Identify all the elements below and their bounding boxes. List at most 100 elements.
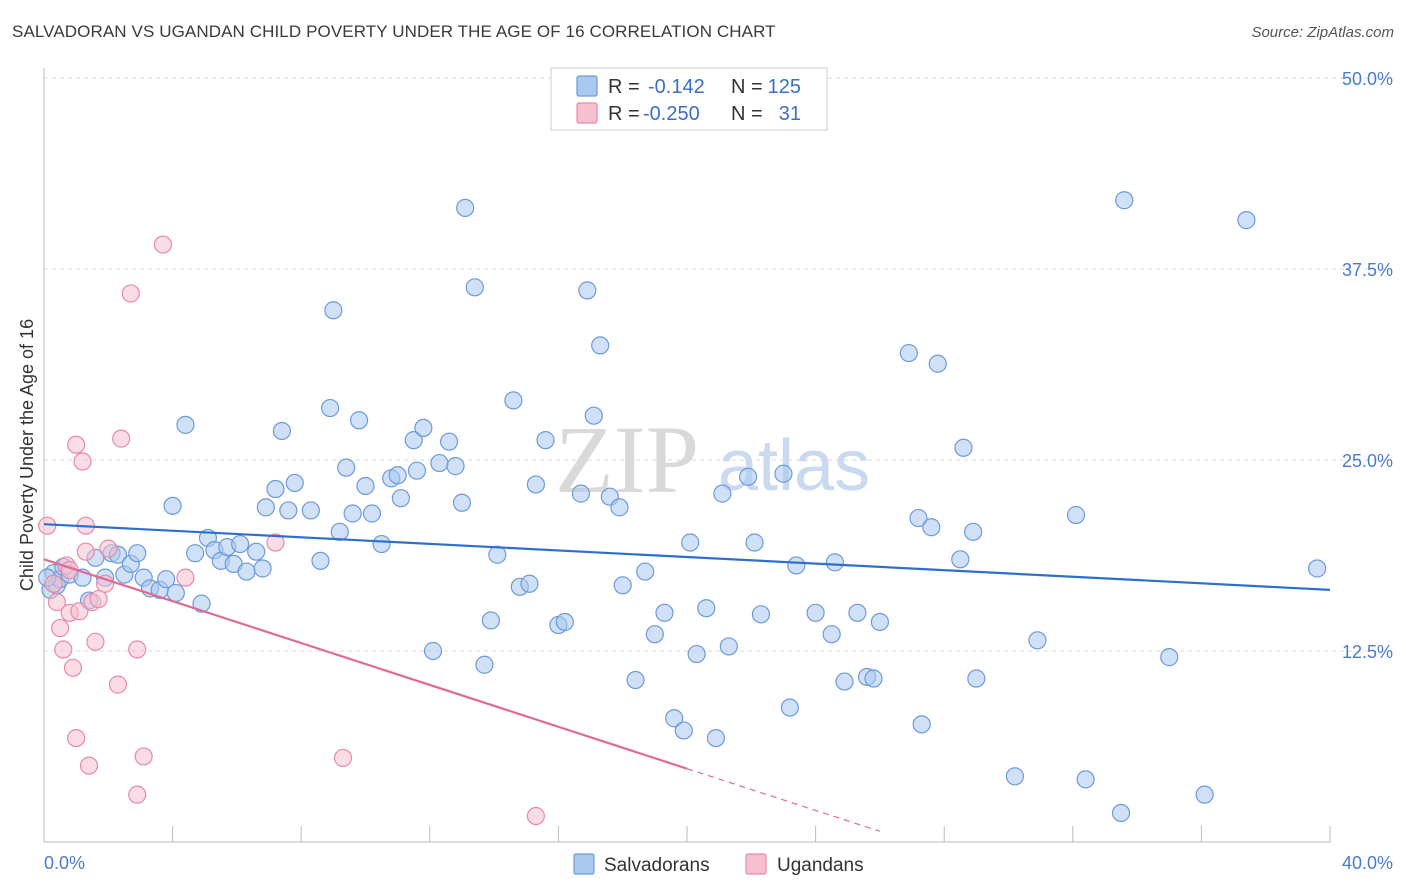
y-axis-title: Child Poverty Under the Age of 16 (17, 319, 37, 591)
legend-r-label-2: R = (608, 103, 640, 125)
ugandans-point (50, 618, 70, 638)
salvadorans-point (520, 574, 539, 593)
salvadorans-point (456, 198, 475, 217)
ugandans-point (89, 589, 108, 609)
salvadorans-point (1115, 191, 1134, 210)
salvadorans-point (311, 551, 330, 570)
legend-n-value-1: 125 (768, 76, 801, 98)
salvadorans-point (404, 431, 423, 450)
legend-r-value-2: -0.250 (643, 103, 700, 125)
salvadorans-point (613, 576, 632, 595)
bottom-legend-ugandans: Ugandans (777, 855, 864, 876)
salvadorans-point (192, 594, 211, 613)
ugandans-point (99, 539, 118, 558)
salvadorans-point (610, 498, 629, 517)
salvadorans-point (806, 603, 825, 622)
salvadorans-point (751, 605, 771, 624)
legend-swatch-ugandans (576, 102, 598, 124)
salvadorans-point (536, 431, 555, 450)
salvadorans-point (439, 432, 459, 451)
salvadorans-point (555, 612, 574, 632)
ugandans-trend-line (43, 558, 688, 770)
ugandans-point (67, 728, 86, 748)
legend-r-label-1: R = (608, 76, 640, 98)
salvadorans-point (391, 489, 410, 508)
source-credit: Source: ZipAtlas.com (1251, 24, 1394, 41)
ugandans-trend-extension (686, 768, 881, 832)
legend-r-value-1: -0.142 (648, 76, 705, 98)
salvadorans-point (681, 533, 700, 552)
salvadorans-point (388, 466, 407, 485)
salvadorans-point (665, 709, 684, 728)
ugandans-point (128, 785, 147, 804)
legend-n-value-2: 31 (779, 103, 801, 125)
salvadorans-point (465, 278, 484, 297)
salvadorans-point (645, 625, 664, 644)
salvadorans-point (825, 553, 844, 572)
bottom-legend-swatch-salvadorans (573, 853, 595, 875)
watermark-atlas: atlas (718, 426, 870, 506)
salvadorans-point (745, 533, 764, 552)
ugandans-point (86, 632, 105, 651)
salvadorans-point (1066, 505, 1086, 525)
salvadorans-point (266, 479, 285, 499)
salvadorans-point (835, 672, 854, 691)
salvadorans-point (526, 475, 545, 494)
salvadorans-point (774, 464, 793, 483)
y-tick-label: 12.5% (1342, 642, 1393, 662)
salvadorans-point (446, 457, 465, 476)
y-tick-label: 50.0% (1342, 69, 1393, 89)
bottom-legend-swatch-ugandans (745, 853, 767, 875)
salvadorans-point (1195, 785, 1214, 804)
ugandans-point (333, 748, 353, 768)
salvadorans-point (578, 281, 597, 300)
salvadorans-point (321, 398, 340, 418)
salvadorans-point (504, 391, 523, 410)
ugandans-point (73, 452, 92, 471)
salvadorans-point (912, 715, 931, 734)
salvadorans-point (1111, 803, 1131, 823)
ugandans-point (112, 429, 131, 448)
salvadorans-point (163, 496, 182, 515)
salvadorans-point (166, 583, 185, 603)
salvadorans-point (349, 411, 369, 430)
ugandans-point (526, 806, 545, 826)
salvadorans-point (475, 655, 494, 674)
y-tick-labels: 12.5% 25.0% 37.5% 50.0% (1342, 69, 1393, 662)
salvadorans-point (407, 461, 427, 480)
ugandans-point (47, 593, 66, 612)
salvadorans-point (256, 498, 275, 517)
salvadorans-point (128, 544, 147, 563)
salvadorans-point (864, 669, 883, 688)
ugandans-point (70, 602, 89, 621)
salvadorans-point (324, 301, 343, 320)
salvadorans-point (909, 508, 928, 528)
salvadorans-point (231, 534, 250, 554)
salvadorans-point (822, 625, 841, 644)
ugandans-point (79, 756, 99, 775)
salvadorans-point (337, 458, 356, 477)
salvadorans-point (713, 484, 732, 503)
ugandans-point (134, 747, 153, 766)
salvadorans-points (38, 191, 1327, 823)
salvadorans-point (452, 493, 472, 512)
salvadorans-point (301, 501, 320, 520)
salvadorans-trend-line (43, 523, 1331, 591)
salvadorans-point (1160, 648, 1179, 667)
salvadorans-point (186, 544, 205, 563)
salvadorans-point (964, 522, 983, 541)
series-legend: Salvadorans Ugandans (573, 853, 864, 876)
salvadorans-point (423, 641, 443, 661)
salvadorans-point (157, 570, 176, 589)
salvadorans-point (488, 545, 507, 564)
salvadorans-point (430, 453, 449, 473)
salvadorans-point (719, 637, 738, 656)
ugandans-point (63, 658, 83, 677)
salvadorans-point (584, 406, 603, 425)
salvadorans-point (870, 612, 890, 632)
salvadorans-point (697, 599, 716, 618)
salvadorans-point (330, 522, 349, 541)
salvadorans-point (272, 421, 292, 441)
salvadorans-point (706, 728, 726, 748)
